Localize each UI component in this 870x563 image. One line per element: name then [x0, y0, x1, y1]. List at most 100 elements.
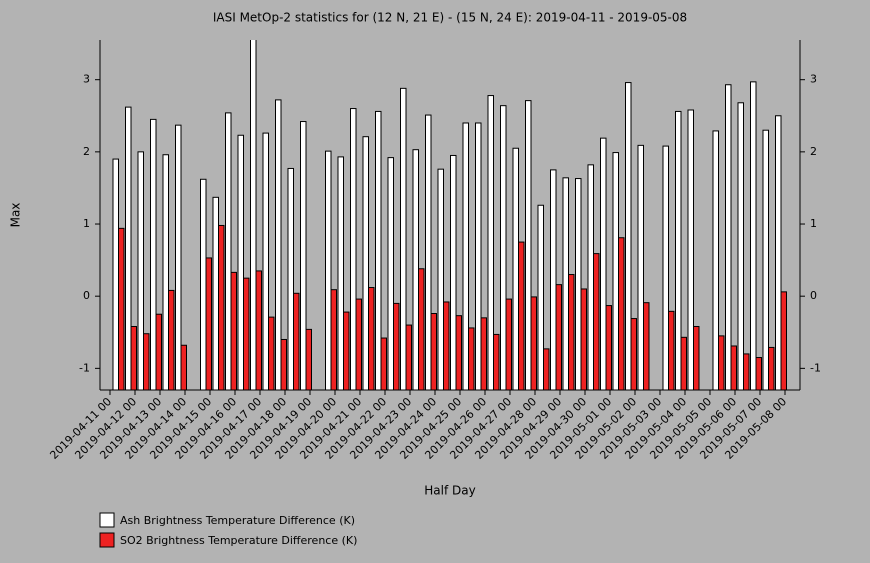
bar: [725, 84, 732, 390]
bar: [562, 177, 569, 390]
bar: [350, 108, 357, 390]
bar: [180, 344, 187, 390]
bar: [530, 296, 537, 390]
bar: [150, 118, 157, 390]
y-tick-label: 2: [810, 145, 817, 158]
bar: [512, 147, 519, 390]
y-tick-label: 0: [83, 289, 90, 302]
bar: [430, 313, 437, 390]
y-tick-label: -1: [79, 361, 90, 374]
legend-label: Ash Brightness Temperature Difference (K…: [120, 514, 355, 527]
y-tick-label: 2: [83, 145, 90, 158]
bar: [568, 274, 575, 390]
bar: [525, 100, 532, 390]
bar: [462, 122, 469, 390]
bar: [168, 289, 175, 390]
bar: [575, 178, 582, 390]
bar: [130, 325, 137, 390]
bar: [230, 271, 237, 390]
bar: [375, 110, 382, 390]
bar: [337, 156, 344, 390]
bar: [680, 336, 687, 390]
bar: [643, 302, 650, 390]
bar: [555, 284, 562, 390]
legend-label: SO2 Brightness Temperature Difference (K…: [120, 534, 357, 547]
bar: [780, 291, 787, 390]
bar: [505, 298, 512, 390]
x-axis-label: Half Day: [424, 484, 475, 498]
bar: [300, 121, 307, 390]
bar: [137, 151, 144, 390]
bar: [162, 154, 169, 390]
bar: [450, 154, 457, 390]
bar: [293, 292, 300, 390]
y-tick-label: 3: [810, 73, 817, 86]
bar: [500, 105, 507, 390]
bar: [712, 130, 719, 390]
bar: [400, 87, 407, 390]
bar: [355, 298, 362, 390]
bar: [493, 333, 500, 390]
bar: [262, 132, 269, 390]
bar: [305, 328, 312, 390]
bar: [687, 109, 694, 390]
bar: [593, 253, 600, 390]
bar: [605, 305, 612, 390]
bar: [200, 178, 207, 390]
bar: [343, 311, 350, 390]
bar: [693, 325, 700, 390]
bar: [330, 289, 337, 390]
bar: [405, 324, 412, 390]
bar: [225, 112, 232, 390]
bar: [412, 149, 419, 390]
bar: [580, 288, 587, 390]
bar: [205, 257, 212, 390]
bar: [218, 224, 225, 390]
bar: [600, 137, 607, 390]
bar: [768, 346, 775, 390]
bar: [280, 338, 287, 390]
bar: [775, 115, 782, 390]
bar: [487, 95, 494, 390]
bar: [662, 145, 669, 390]
bar: [143, 333, 150, 390]
bar: [393, 302, 400, 390]
bar: [112, 158, 119, 390]
bar: [637, 144, 644, 390]
bar: [718, 335, 725, 390]
bar: [443, 301, 450, 390]
chart-title: IASI MetOp-2 statistics for (12 N, 21 E)…: [213, 11, 687, 25]
y-axis-label: Max: [9, 203, 23, 228]
bar: [668, 310, 675, 390]
y-tick-label: 1: [83, 217, 90, 230]
bar: [455, 315, 462, 390]
bar: [175, 124, 182, 390]
legend-swatch: [99, 512, 115, 528]
bar: [287, 167, 294, 390]
bar: [743, 353, 750, 390]
bar: [543, 348, 550, 390]
bar: [437, 168, 444, 390]
bar: [118, 227, 125, 390]
bar: [475, 122, 482, 390]
bar: [618, 237, 625, 390]
plot-area: [112, 40, 787, 390]
bar: [630, 318, 637, 390]
bar: [125, 106, 132, 390]
bar: [468, 327, 475, 390]
bar: [737, 102, 744, 390]
bar: [243, 277, 250, 390]
bar: [750, 81, 757, 390]
bar: [675, 110, 682, 390]
bar: [275, 99, 282, 390]
bar: [612, 152, 619, 390]
bar: [625, 82, 632, 390]
bar: [762, 129, 769, 390]
bar: [387, 157, 394, 390]
y-tick-label: 0: [810, 289, 817, 302]
bar: [730, 345, 737, 390]
bar: [480, 317, 487, 390]
bar: [755, 357, 762, 390]
bar: [425, 114, 432, 390]
